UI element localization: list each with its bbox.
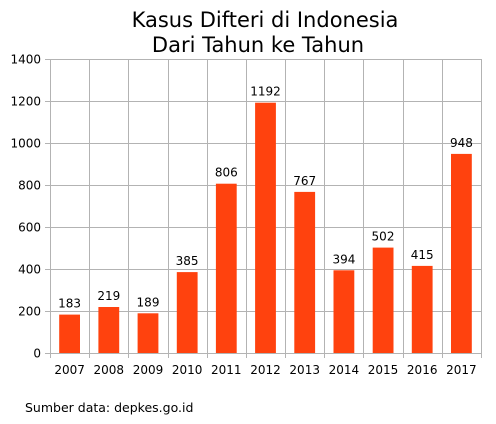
y-tick-label: 600 [18, 221, 41, 235]
bar [176, 272, 198, 353]
bars [59, 102, 472, 353]
y-tick-label: 1400 [10, 53, 41, 67]
bar-value-label: 1192 [250, 85, 281, 99]
bar-value-label: 189 [137, 295, 160, 309]
y-axis-tick-labels: 0 200 400 600 800 1000 1200 1400 [10, 53, 41, 361]
x-tick-label: 2007 [54, 363, 85, 377]
bar-value-label: 385 [176, 254, 199, 268]
bar-value-label: 767 [293, 174, 316, 188]
x-tick-label: 2012 [250, 363, 281, 377]
source-note: Sumber data: depkes.go.id [25, 400, 193, 415]
bar [137, 313, 159, 353]
bar-value-label: 394 [332, 252, 355, 266]
x-tick-label: 2009 [133, 363, 164, 377]
bar [294, 191, 316, 353]
x-axis-tick-labels: 2007 2008 2009 2010 2011 2012 2013 2014 2015 2016… [54, 363, 476, 377]
x-tick-label: 2008 [94, 363, 125, 377]
x-tick-label: 2011 [211, 363, 242, 377]
bar-value-label: 502 [372, 230, 395, 244]
y-tick-label: 200 [18, 305, 41, 319]
bar [59, 314, 80, 353]
bar-value-label: 948 [450, 136, 473, 150]
y-tick-label: 0 [33, 347, 41, 361]
x-tick-label: 2013 [289, 363, 320, 377]
y-tick-label: 400 [18, 263, 41, 277]
bar [255, 102, 276, 353]
bar [372, 247, 394, 353]
bar-value-label: 415 [411, 248, 434, 262]
x-tick-label: 2014 [329, 363, 360, 377]
x-tick-label: 2010 [172, 363, 203, 377]
chart-title-line-1: Kasus Difteri di Indonesia [132, 8, 399, 32]
bar [215, 183, 237, 353]
x-tick-label: 2017 [446, 363, 477, 377]
bar [451, 153, 472, 353]
y-tick-label: 1200 [10, 95, 41, 109]
bar-value-label: 219 [97, 289, 120, 303]
y-tick-label: 800 [18, 179, 41, 193]
bar-value-label: 183 [58, 297, 81, 311]
y-tick-label: 1000 [10, 137, 41, 151]
bar [98, 307, 120, 353]
bar-value-label: 806 [215, 166, 238, 180]
bar [411, 265, 433, 353]
x-tick-label: 2015 [368, 363, 399, 377]
chart-title-line-2: Dari Tahun ke Tahun [152, 33, 364, 57]
bar [333, 270, 355, 353]
x-tick-label: 2016 [407, 363, 438, 377]
bar-value-labels: 183 219 189 385 806 1192 767 394 502 415 948 [58, 85, 473, 311]
